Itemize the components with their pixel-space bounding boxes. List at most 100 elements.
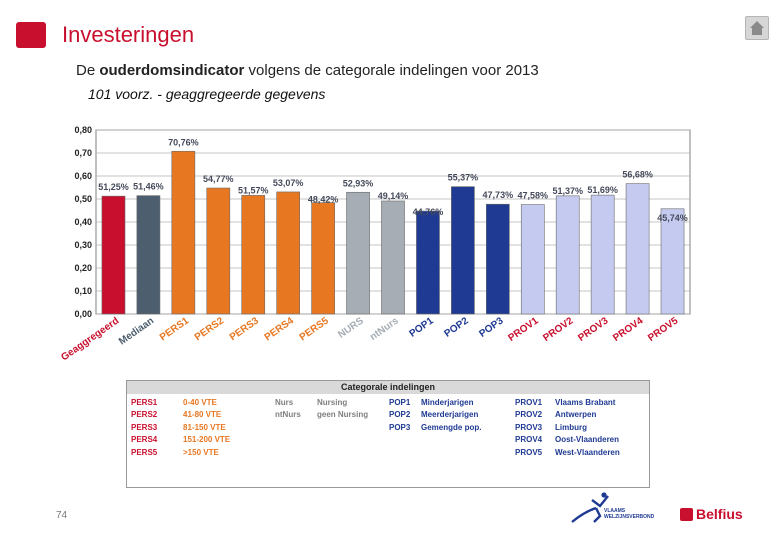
bar-data-label: 56,68%: [622, 170, 653, 180]
bar-data-label: 51,37%: [552, 186, 583, 196]
x-tick-label: PERS5: [298, 315, 332, 343]
x-tick-label: Mediaan: [117, 315, 156, 347]
legend-prov-value: Limburg: [555, 422, 587, 432]
x-tick-label: PERS1: [158, 315, 192, 343]
bar-chart: 0,00 0,10 0,20 0,30 0,40 0,50 0,60 0,70 0,80 51,2…: [60, 125, 691, 363]
legend-prov-codes: PROV1 PROV2 PROV3 PROV4 PROV5: [515, 397, 542, 459]
legend-nurs-code: Nurs: [275, 398, 294, 407]
legend-pers-value: 0-40 VTE: [183, 398, 217, 407]
bar: [485, 203, 510, 315]
legend-prov-value: Oost-Vlaanderen: [555, 435, 620, 445]
legend-prov-code: PROV4: [515, 435, 543, 445]
bar: [346, 191, 370, 315]
subtitle-post: volgens de categorale indelingen voor 20…: [244, 62, 539, 79]
legend-pers-codes: PERS1 PERS2 PERS3 PERS4 PERS5: [131, 397, 157, 459]
legend-pop-code: POP3: [389, 422, 411, 432]
legend-pop-value: Gemengde pop.: [421, 422, 482, 432]
legend-prov-value: Vlaams Brabant: [555, 398, 616, 407]
legend-nurs-desc: Nursing geen Nursing: [317, 397, 368, 422]
legend-pers-code: PERS2: [131, 410, 158, 420]
bar-data-label: 47,58%: [517, 191, 548, 201]
bar-data-label: 44,76%: [413, 207, 444, 217]
legend-pop-codes: POP1 POP2 POP3: [389, 397, 410, 434]
bar-data-label: 48,42%: [308, 195, 339, 205]
bar-data-label: 51,46%: [133, 182, 164, 192]
subtitle-bold: ouderdomsindicator: [99, 62, 245, 79]
legend-pers-value: 151-200 VTE: [183, 435, 231, 445]
bar-data-label: 55,37%: [448, 173, 479, 183]
x-tick-label: PROV1: [506, 315, 540, 344]
legend-pers-value: 41-80 VTE: [183, 410, 222, 420]
vv-line2: WELZIJNSVERBOND: [604, 514, 655, 520]
legend-prov-code: PROV2: [515, 410, 543, 420]
y-tick-label: 0,70: [74, 148, 92, 158]
bar: [451, 186, 475, 315]
bar: [241, 195, 266, 315]
bar-data-label: 70,76%: [168, 137, 199, 147]
x-tick-label: PROV4: [611, 315, 645, 344]
legend-pop-desc: Minderjarigen Meerderjarigen Gemengde po…: [421, 397, 481, 434]
bar-data-label: 51,25%: [98, 182, 129, 192]
bar-data-label: 51,57%: [238, 185, 269, 195]
legend-prov-code: PROV5: [515, 447, 543, 457]
bar-data-label: 51,69%: [587, 185, 618, 195]
bar: [520, 204, 545, 315]
legend-prov-value: West-Vlaanderen: [555, 447, 620, 457]
page-number: 74: [56, 510, 68, 521]
legend-nurs-value: geen Nursing: [317, 410, 369, 420]
legend-pers-desc: 0-40 VTE 41-80 VTE 81-150 VTE 151-200 VT…: [183, 397, 230, 459]
y-tick-label: 0,20: [74, 263, 92, 273]
legend-nurs-code: ntNurs: [275, 410, 301, 420]
bar: [206, 187, 231, 315]
x-tick-label: ntNurs: [368, 315, 401, 343]
y-tick-label: 0,30: [74, 240, 92, 250]
legend-table: Categorale indelingen PERS1 PERS2 PERS3 …: [126, 380, 650, 488]
belfius-text: Belfius: [696, 506, 743, 522]
bar: [101, 195, 126, 315]
bar: [171, 150, 196, 315]
legend-pers-value: >150 VTE: [183, 447, 219, 457]
legend-pop-value: Minderjarigen: [421, 398, 474, 407]
belfius-logo: Belfius: [680, 506, 743, 522]
home-icon[interactable]: [745, 16, 769, 40]
legend-pers-code: PERS3: [131, 422, 158, 432]
x-tick-label: PERS4: [263, 315, 297, 343]
x-tick-label: POP2: [442, 315, 471, 340]
legend-pers-code: PERS4: [131, 435, 158, 445]
x-tick-label: NURS: [336, 315, 366, 340]
y-tick-label: 0,10: [74, 286, 92, 296]
x-tick-label: PERS3: [228, 315, 262, 343]
legend-pop-code: POP1: [389, 398, 411, 407]
legend-nurs-value: Nursing: [317, 398, 348, 407]
bar: [590, 194, 615, 315]
bar: [625, 183, 650, 315]
legend-pop-code: POP2: [389, 410, 411, 420]
belfius-mark-icon: [680, 508, 693, 521]
bar: [276, 191, 301, 315]
legend-prov-desc: Vlaams Brabant Antwerpen Limburg Oost-Vl…: [555, 397, 620, 459]
bar-data-label: 54,77%: [203, 174, 234, 184]
home-icon-glyph: [750, 21, 764, 35]
legend-nurs-codes: Nurs ntNurs: [275, 397, 301, 422]
x-tick-label: PROV5: [646, 315, 680, 344]
legend-pers-code: PERS5: [131, 447, 158, 457]
x-tick-label: Geaggregeerd: [60, 315, 121, 363]
x-tick-label: PERS2: [193, 315, 227, 343]
y-tick-label: 0,50: [74, 194, 92, 204]
x-tick-label: POP3: [477, 315, 506, 340]
legend-pop-value: Meerderjarigen: [421, 410, 479, 420]
legend-prov-value: Antwerpen: [555, 410, 597, 420]
bar-data-label: 49,14%: [378, 191, 409, 201]
subtitle-pre: De: [76, 62, 100, 79]
y-tick-label: 0,00: [74, 309, 92, 319]
bar: [555, 195, 580, 315]
y-tick-label: 0,60: [74, 171, 92, 181]
legend-prov-code: PROV1: [515, 398, 543, 407]
y-tick-label: 0,40: [74, 217, 92, 227]
legend-pers-value: 81-150 VTE: [183, 422, 226, 432]
vlaams-welzijnsverbond-text: VLAAMS WELZIJNSVERBOND: [604, 508, 654, 520]
x-tick-label: POP1: [407, 315, 436, 340]
x-tick-label: PROV2: [541, 315, 575, 344]
chart-subtitle: De ouderdomsindicator volgens de categor…: [76, 62, 539, 79]
page-title: Investeringen: [62, 22, 195, 47]
